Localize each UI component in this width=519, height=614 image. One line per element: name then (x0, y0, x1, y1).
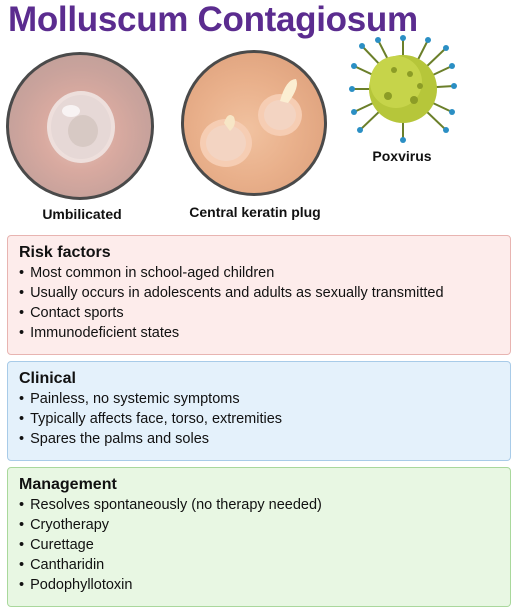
list-item: Cryotherapy (19, 515, 500, 535)
list-item: Spares the palms and soles (19, 429, 500, 449)
list-item: Cantharidin (19, 555, 500, 575)
list-item: Contact sports (19, 303, 500, 323)
management-section: Management Resolves spontaneously (no th… (7, 467, 511, 607)
clinical-heading: Clinical (19, 370, 76, 387)
management-heading: Management (19, 476, 117, 493)
list-item: Podophyllotoxin (19, 575, 500, 595)
risk-factors-list: Most common in school-aged children Usua… (19, 263, 500, 343)
list-item: Most common in school-aged children (19, 263, 500, 283)
poxvirus-illustration (348, 34, 458, 144)
page-title: Molluscum Contagiosum (8, 0, 418, 39)
clinical-list: Painless, no systemic symptoms Typically… (19, 389, 500, 449)
poxvirus-caption: Poxvirus (372, 148, 432, 164)
risk-factors-heading: Risk factors (19, 244, 111, 261)
management-list: Resolves spontaneously (no therapy neede… (19, 495, 500, 595)
list-item: Curettage (19, 535, 500, 555)
umbilicated-lesion-photo (6, 52, 154, 200)
umbilicated-caption: Umbilicated (42, 206, 122, 222)
list-item: Typically affects face, torso, extremiti… (19, 409, 500, 429)
list-item: Painless, no systemic symptoms (19, 389, 500, 409)
keratin-plug-lesion-photo (181, 50, 327, 196)
risk-factors-section: Risk factors Most common in school-aged … (7, 235, 511, 355)
clinical-section: Clinical Painless, no systemic symptoms … (7, 361, 511, 461)
list-item: Usually occurs in adolescents and adults… (19, 283, 500, 303)
keratin-plug-caption: Central keratin plug (189, 204, 321, 220)
list-item: Immunodeficient states (19, 323, 500, 343)
list-item: Resolves spontaneously (no therapy neede… (19, 495, 500, 515)
